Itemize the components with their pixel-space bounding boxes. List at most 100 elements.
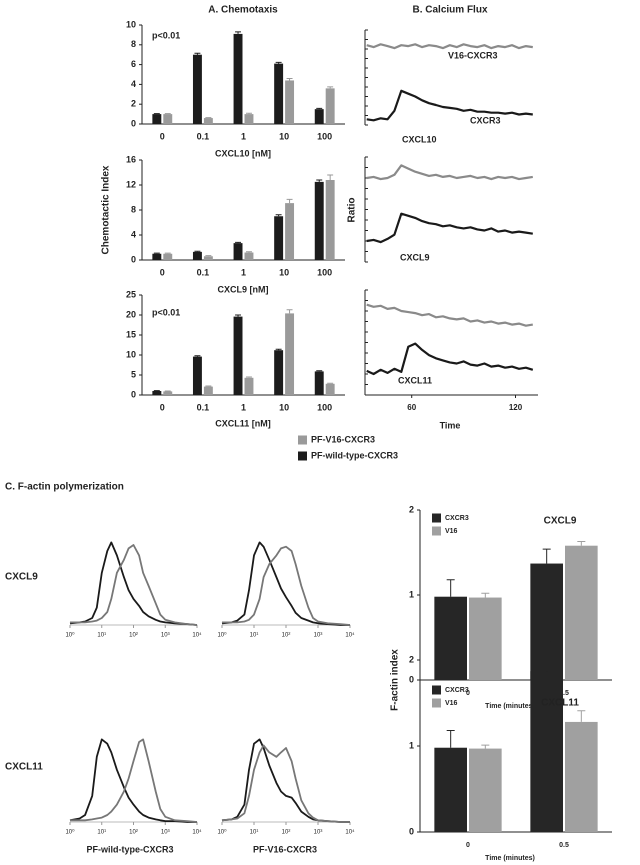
bar — [203, 118, 213, 124]
bar — [163, 114, 173, 124]
y-tick-label: 6 — [131, 59, 136, 69]
x-axis-label: CXCL11 [nM] — [215, 418, 271, 428]
bar — [192, 251, 202, 260]
y-tick-label: 5 — [131, 369, 136, 379]
trace — [221, 738, 350, 823]
bar — [314, 371, 324, 395]
legend-swatch — [432, 513, 441, 523]
error-bar — [275, 61, 282, 64]
error-bar — [446, 730, 455, 748]
y-tick-label: 2 — [409, 504, 414, 514]
bar — [565, 721, 598, 832]
bar — [244, 252, 254, 260]
bar — [203, 256, 213, 260]
y-tick-label: 0 — [131, 389, 136, 399]
y-tick-label: 4 — [131, 229, 136, 239]
x-tick-label: 0 — [160, 402, 165, 412]
legend-label: CXCR3 — [445, 515, 469, 522]
bar — [274, 63, 284, 124]
x-tick-label: 10³ — [314, 633, 323, 639]
bar — [192, 356, 202, 395]
error-bar — [286, 198, 293, 204]
annotation: p<0.01 — [152, 307, 180, 317]
x-tick-label: 10² — [129, 633, 138, 639]
legend-swatch — [432, 526, 441, 536]
bar — [163, 391, 173, 395]
y-tick-label: 0 — [131, 254, 136, 264]
error-bar — [245, 376, 252, 378]
bar — [434, 747, 467, 832]
x-tick-label: 1 — [241, 131, 246, 141]
x-tick-label: 10² — [282, 633, 291, 639]
error-bar — [245, 112, 252, 115]
x-tick-label: 100 — [317, 131, 332, 141]
bar — [152, 391, 162, 395]
error-bar — [194, 52, 201, 55]
x-tick-label: 10⁴ — [345, 829, 355, 836]
y-tick-label: 2 — [131, 99, 136, 109]
x-axis-label: CXCL9 [nM] — [218, 284, 269, 294]
trace — [366, 43, 533, 50]
y-tick-label: 12 — [126, 179, 136, 189]
chart-title: CXCL11 — [541, 698, 579, 709]
x-tick-label: 10⁰ — [217, 829, 227, 836]
error-bar — [275, 348, 282, 351]
bar — [325, 88, 335, 124]
x-axis-label: PF-V16-CXCR3 — [253, 844, 317, 854]
y-tick-label: 10 — [126, 19, 136, 29]
bar — [152, 253, 162, 260]
y-tick-label: 25 — [126, 289, 136, 299]
bar — [233, 316, 243, 395]
x-tick-label: 0.1 — [197, 402, 210, 412]
bar — [565, 545, 598, 680]
chart-title: CXCL9 — [544, 516, 577, 527]
bar — [203, 386, 213, 395]
error-bar — [577, 710, 586, 722]
x-tick-label: 1 — [241, 402, 246, 412]
legend-label: PF-wild-type-CXCR3 — [311, 450, 398, 460]
error-bar — [286, 77, 293, 81]
error-bar — [316, 107, 323, 110]
error-bar — [275, 214, 282, 217]
x-axis-label: CXCL10 [nM] — [215, 148, 271, 158]
bar — [152, 114, 162, 124]
bar — [469, 748, 502, 832]
y-axis-label: F-actin index — [390, 649, 401, 711]
trace — [69, 738, 197, 823]
y-tick-label: 0 — [131, 118, 136, 128]
error-bar — [481, 744, 490, 749]
trace — [69, 541, 198, 626]
x-tick-label: 10⁰ — [65, 829, 75, 836]
y-axis-label: Chemotactic Index — [101, 165, 112, 254]
y-tick-label: 1 — [409, 589, 414, 599]
error-bar — [235, 314, 242, 317]
x-tick-label: 10² — [129, 830, 138, 836]
error-bar — [481, 592, 490, 598]
bar — [530, 671, 563, 832]
x-tick-label: 0.1 — [197, 267, 210, 277]
error-bar — [286, 309, 293, 314]
bar — [285, 313, 295, 395]
x-tick-label: 10⁰ — [65, 632, 75, 639]
trace — [366, 212, 533, 244]
bar — [434, 596, 467, 680]
annotation: p<0.01 — [152, 30, 180, 40]
trace — [221, 744, 350, 823]
error-bar — [205, 255, 212, 257]
trace-label: CXCR3 — [470, 115, 501, 125]
y-tick-label: 16 — [126, 154, 136, 164]
error-bar — [327, 382, 334, 384]
legend-label: V16 — [445, 700, 458, 707]
y-tick-label: 20 — [126, 309, 136, 319]
trace — [221, 541, 350, 626]
y-tick-label: 0 — [409, 674, 414, 684]
chart-title: A. Chemotaxis — [208, 5, 278, 16]
x-tick-label: 10⁴ — [192, 632, 202, 639]
error-bar — [577, 540, 586, 546]
x-tick-label: 10² — [282, 830, 291, 836]
x-tick-label: 10⁰ — [217, 632, 227, 639]
x-tick-label: 120 — [509, 403, 523, 412]
legend-swatch — [432, 698, 441, 708]
x-tick-label: 10⁴ — [192, 829, 202, 836]
